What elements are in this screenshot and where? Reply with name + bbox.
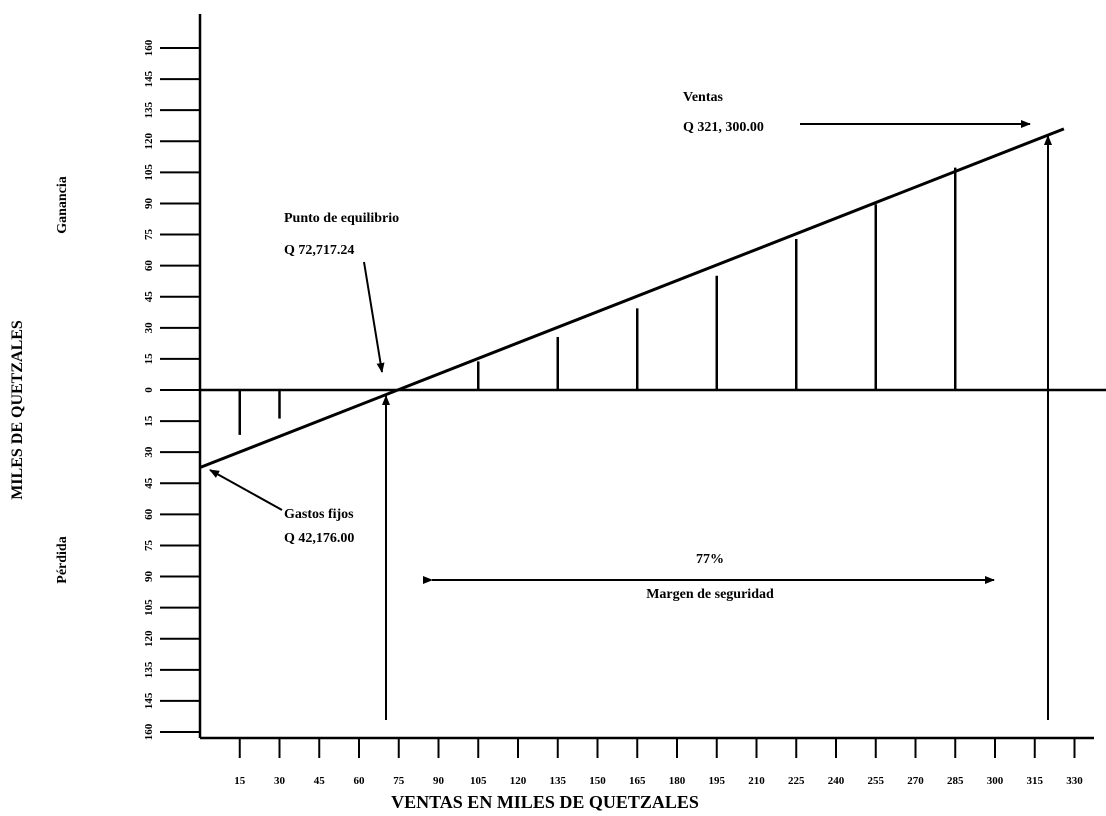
x-tick-label: 60 (354, 775, 366, 787)
margen-label: Margen de seguridad (646, 587, 774, 602)
margen-percent: 77% (696, 552, 724, 567)
annotation-arrows (209, 120, 1052, 720)
y-tick-label: 105 (143, 599, 155, 616)
y-tick-label: 0 (143, 387, 155, 393)
y-tick-label: 45 (143, 291, 155, 303)
gastos-arrow (209, 469, 283, 511)
y-tick-label: 45 (143, 477, 155, 489)
y-tick-label: 75 (143, 229, 155, 241)
y-tick-label: 15 (143, 415, 155, 427)
y-axis-title: MILES DE QUETZALES (9, 320, 26, 500)
x-tick-label: 135 (550, 775, 567, 787)
tick-labels: 1601451351201059075604530150153045607590… (143, 39, 1083, 787)
x-tick-label: 105 (470, 775, 487, 787)
y-tick-label: 30 (143, 446, 155, 458)
x-tick-label: 330 (1066, 775, 1083, 787)
y-tick-label: 135 (143, 661, 155, 678)
y-tick-label: 160 (143, 39, 155, 56)
y-tick-label: 60 (143, 508, 155, 520)
x-tick-label: 300 (987, 775, 1004, 787)
gastos-label: Gastos fijos (284, 507, 354, 522)
x-tick-label: 15 (234, 775, 246, 787)
y-tick-label: 120 (143, 630, 155, 647)
x-tick-label: 75 (393, 775, 405, 787)
y-tick-label: 120 (143, 133, 155, 150)
y-tick-label: 15 (143, 353, 155, 365)
series-lines (199, 127, 1065, 469)
y-tick-label: 145 (143, 70, 155, 87)
profit-loss-bars (238, 167, 957, 435)
y-tick-label: 135 (143, 101, 155, 118)
equilibrio-arrow (363, 261, 385, 373)
y-tick-label: 30 (143, 322, 155, 334)
ventas-value: Q 321, 300.00 (683, 120, 764, 135)
x-tick-label: 225 (788, 775, 805, 787)
y-tick-label: 145 (143, 692, 155, 709)
x-tick-label: 195 (709, 775, 726, 787)
x-tick-label: 315 (1027, 775, 1044, 787)
y-label-perdida: Pérdida (55, 536, 70, 583)
x-tick-label: 210 (748, 775, 765, 787)
x-tick-label: 30 (274, 775, 286, 787)
y-tick-label: 90 (143, 197, 155, 209)
y-tick-label: 90 (143, 571, 155, 583)
x-tick-label: 255 (868, 775, 885, 787)
ventas-label: Ventas (683, 90, 723, 105)
y-tick-label: 105 (143, 164, 155, 181)
y-tick-label: 60 (143, 260, 155, 272)
equilibrio-value: Q 72,717.24 (284, 243, 354, 258)
x-axis-title: VENTAS EN MILES DE QUETZALES (391, 792, 699, 812)
gastos-value: Q 42,176.00 (284, 531, 354, 546)
axes (198, 14, 1106, 740)
y-tick-label: 75 (143, 539, 155, 551)
y-label-ganancia: Ganancia (55, 176, 70, 234)
x-tick-label: 180 (669, 775, 686, 787)
x-tick-label: 285 (947, 775, 964, 787)
equilibrio-label: Punto de equilibrio (284, 211, 399, 226)
x-tick-label: 150 (589, 775, 606, 787)
x-tick-label: 270 (907, 775, 924, 787)
y-tick-label: 160 (143, 723, 155, 740)
x-tick-label: 165 (629, 775, 646, 787)
tick-marks (160, 47, 1076, 758)
x-tick-label: 240 (828, 775, 845, 787)
x-tick-label: 90 (433, 775, 445, 787)
sales-line (199, 127, 1065, 469)
x-tick-label: 120 (510, 775, 527, 787)
x-tick-label: 45 (314, 775, 326, 787)
